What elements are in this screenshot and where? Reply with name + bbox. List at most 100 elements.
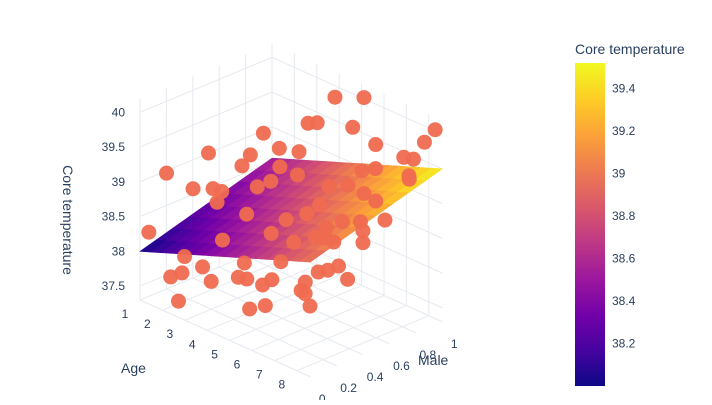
x-tick-label: 8 bbox=[278, 378, 285, 392]
data-point bbox=[230, 269, 246, 285]
data-point bbox=[263, 225, 279, 241]
colorbar-tick-label: 39.4 bbox=[612, 82, 636, 96]
data-point bbox=[356, 185, 372, 201]
data-point bbox=[312, 197, 328, 213]
data-point bbox=[286, 234, 302, 250]
data-point bbox=[242, 147, 258, 163]
data-point bbox=[368, 161, 384, 177]
x-tick-label: 3 bbox=[166, 327, 173, 341]
colorbar-tick-label: 38.4 bbox=[612, 294, 636, 308]
gridline-y bbox=[245, 255, 417, 334]
z-tick-label: 38 bbox=[112, 244, 126, 258]
data-point bbox=[299, 206, 315, 222]
data-point bbox=[236, 255, 252, 271]
data-point bbox=[355, 235, 371, 251]
gridline-x bbox=[251, 295, 385, 351]
colorbar-tick-label: 38.6 bbox=[612, 252, 636, 266]
data-point bbox=[321, 179, 337, 195]
data-point bbox=[356, 90, 372, 106]
data-point bbox=[340, 177, 356, 193]
z-tick-label: 39.5 bbox=[102, 140, 126, 154]
data-point bbox=[273, 254, 289, 270]
y-tick-label: 0.8 bbox=[419, 348, 436, 362]
data-point bbox=[257, 298, 273, 314]
gridline-x bbox=[296, 315, 429, 372]
data-point bbox=[377, 212, 393, 228]
colorbar-tick-label: 39 bbox=[612, 167, 626, 181]
gridline-x bbox=[184, 264, 317, 321]
data-point bbox=[263, 173, 279, 189]
data-point bbox=[177, 249, 193, 265]
data-point bbox=[163, 269, 179, 285]
data-point bbox=[141, 224, 157, 240]
data-point bbox=[354, 163, 370, 179]
data-point bbox=[293, 282, 309, 298]
data-points bbox=[141, 89, 443, 317]
surface-patch bbox=[414, 167, 444, 181]
colorbar-tick-label: 39.2 bbox=[612, 124, 636, 138]
gridline-z bbox=[139, 91, 273, 148]
data-point bbox=[242, 301, 258, 317]
data-point bbox=[234, 158, 250, 174]
data-point bbox=[302, 298, 318, 314]
x-tick-label: 7 bbox=[256, 368, 263, 382]
data-point bbox=[334, 214, 350, 230]
y-tick-label: 0.2 bbox=[340, 381, 357, 395]
data-point bbox=[308, 229, 324, 245]
data-point bbox=[368, 193, 384, 209]
data-point bbox=[427, 122, 443, 138]
z-tick-label: 40 bbox=[112, 105, 126, 119]
x-tick-label: 2 bbox=[144, 317, 151, 331]
gridline-y bbox=[192, 277, 364, 356]
data-point bbox=[264, 272, 280, 288]
data-point bbox=[205, 181, 221, 197]
y-tick-label: 1 bbox=[451, 337, 458, 351]
data-point bbox=[203, 273, 219, 289]
data-point bbox=[278, 212, 294, 228]
gridline-x bbox=[207, 274, 340, 331]
data-point bbox=[209, 194, 225, 210]
colorbar-tick-label: 38.2 bbox=[612, 337, 636, 351]
x-axis-title: Age bbox=[121, 360, 146, 376]
z-axis-title: Core temperature bbox=[60, 165, 76, 275]
gridline-x bbox=[229, 284, 362, 341]
gridline-x bbox=[274, 305, 407, 362]
data-point bbox=[200, 145, 216, 161]
gridline-y bbox=[166, 288, 337, 367]
data-point bbox=[416, 134, 432, 150]
y-tick-label: 0 bbox=[319, 392, 326, 400]
data-point bbox=[185, 181, 201, 197]
data-point bbox=[249, 179, 265, 195]
x-tick-label: 6 bbox=[234, 358, 241, 372]
x-tick-label: 5 bbox=[211, 347, 218, 361]
data-point bbox=[300, 115, 316, 131]
data-point bbox=[289, 167, 305, 183]
data-point bbox=[327, 89, 343, 105]
data-point bbox=[271, 140, 287, 156]
y-axis-title: Male bbox=[418, 352, 449, 368]
z-tick-label: 38.5 bbox=[102, 210, 126, 224]
data-point bbox=[368, 137, 384, 153]
axis-ticks: 37.5 38 38.5 39 39.5 40 1 2 3 4 5 6 7 8 0 0.2 0.4 0.6 0.8 1 bbox=[102, 105, 458, 405]
colorbar-title: Core temperature bbox=[575, 41, 685, 57]
colorbar bbox=[575, 63, 605, 386]
data-point bbox=[239, 206, 255, 222]
gridline-y bbox=[139, 299, 311, 378]
data-point bbox=[345, 119, 361, 135]
data-point bbox=[340, 271, 356, 287]
colorbar-ticks: 38.2 38.4 38.6 38.8 39 39.2 39.4 bbox=[612, 82, 636, 351]
data-point bbox=[355, 223, 371, 239]
data-point bbox=[159, 165, 175, 181]
y-tick-label: 0.4 bbox=[367, 370, 384, 384]
data-point bbox=[215, 232, 231, 248]
y-tick-label: 0.6 bbox=[393, 359, 410, 373]
data-point bbox=[320, 262, 336, 278]
data-point bbox=[291, 144, 307, 160]
z-tick-label: 37.5 bbox=[102, 279, 126, 293]
data-point bbox=[396, 149, 412, 165]
colorbar-tick-label: 38.8 bbox=[612, 209, 636, 223]
data-point bbox=[255, 125, 271, 141]
data-point bbox=[170, 293, 186, 309]
x-tick-label: 1 bbox=[122, 307, 129, 321]
